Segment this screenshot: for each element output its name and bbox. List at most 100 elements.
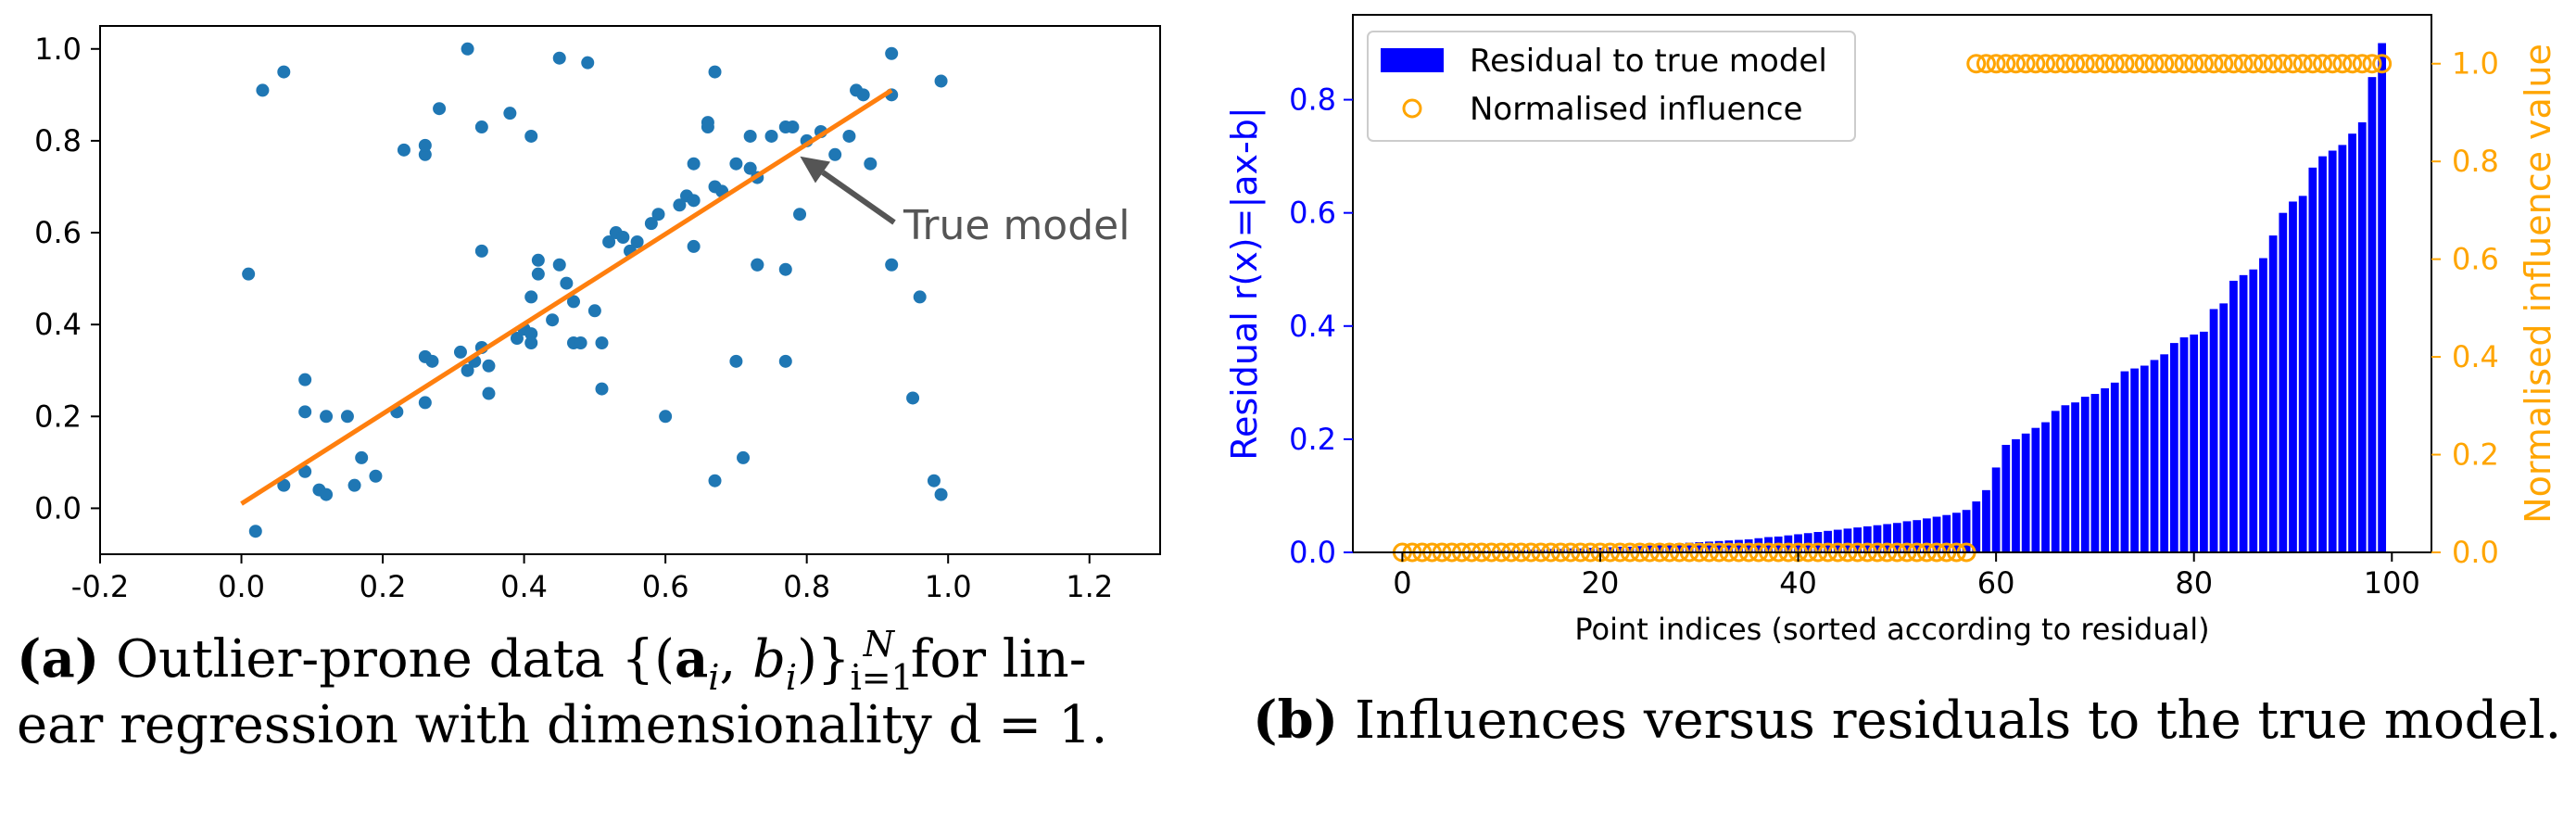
residual-bar (1824, 530, 1832, 552)
y-tick-label: 0.8 (34, 123, 82, 158)
x-tick-label: 0.6 (642, 569, 689, 604)
caption-a-math: {(ai, bi)}i=1N (621, 624, 914, 698)
legend-entry-residual: Residual to true model (1470, 43, 1827, 80)
x-tick-label: 0.0 (218, 569, 265, 604)
y2-tick-label: 0.4 (2452, 339, 2499, 374)
data-point (659, 410, 673, 424)
caption-a-line1: (a) Outlier-prone data {(ai, bi)}i=1N fo… (17, 624, 1107, 698)
y-tick-label: 0.6 (1289, 196, 1336, 231)
residual-bar (1695, 542, 1704, 552)
residual-bar (1833, 529, 1842, 552)
data-point (743, 129, 757, 143)
residual-bar (2229, 280, 2238, 552)
data-point (433, 102, 447, 116)
data-point (298, 464, 312, 478)
y2-tick-label: 0.6 (2452, 242, 2499, 277)
data-point (248, 525, 262, 538)
data-point (531, 253, 545, 267)
residual-bar (1843, 528, 1852, 552)
influence-marker (2015, 54, 2036, 74)
residual-bar (1585, 548, 1595, 552)
data-point (864, 157, 878, 171)
x-tick-label: 1.2 (1066, 569, 1113, 604)
y-tick-label: 0.0 (34, 490, 82, 525)
data-point (453, 345, 467, 359)
panel-a-plot-frame (99, 25, 1161, 555)
influence-marker (2134, 54, 2154, 74)
residual-bar (2348, 133, 2356, 553)
residual-bar (2200, 331, 2208, 552)
true-model-line (240, 88, 893, 506)
influence-marker (2223, 54, 2243, 74)
panel-a-scatter-chart: -0.2 0.0 0.2 0.4 0.6 0.8 1.0 1.2 0.00.20.40.60.… (34, 25, 1161, 604)
data-point (778, 354, 792, 368)
data-point (552, 258, 566, 272)
data-point (581, 56, 595, 70)
data-point (644, 217, 658, 231)
data-point (482, 386, 496, 400)
x-tick-label: 80 (2175, 565, 2213, 601)
data-point (687, 239, 701, 253)
residual-bar (2130, 368, 2140, 552)
influence-marker (2154, 54, 2175, 74)
residual-bar (1922, 518, 1931, 552)
residual-bar (2357, 122, 2367, 552)
x-tick-label: -0.2 (71, 569, 129, 604)
data-point (277, 65, 291, 79)
data-point (546, 313, 560, 327)
x-tick-label: 40 (1779, 565, 1817, 601)
panel-b-right-y-axis-label: Normalised influence value (2518, 44, 2558, 524)
residual-bar (2090, 394, 2100, 552)
residual-bar (2101, 387, 2109, 552)
data-point (906, 391, 920, 405)
residual-bar (1606, 547, 1615, 552)
annotation-arrow-shaft (821, 170, 896, 225)
data-point (524, 327, 538, 341)
residual-bar (1932, 516, 1941, 552)
influence-marker (2362, 54, 2382, 74)
y-tick-label: 0.2 (34, 399, 82, 434)
data-point (425, 354, 439, 368)
residual-bar (2012, 438, 2020, 552)
influence-marker (1986, 54, 2006, 74)
residual-bars (1408, 43, 2386, 553)
residual-bar (1496, 550, 1506, 552)
influence-marker (2203, 54, 2224, 74)
panel-b-left-y-ticks: 0.0 0.2 0.4 0.6 0.8 (1289, 82, 1353, 570)
panel-a-y-ticks: 0.0 0.2 0.4 0.6 0.8 1.0 (34, 32, 100, 525)
residual-bar (1735, 539, 1743, 552)
influence-marker (2055, 54, 2076, 74)
residual-bar (1536, 549, 1546, 552)
residual-bar (1655, 545, 1664, 552)
residual-bar (1596, 548, 1605, 552)
caption-b-text: Influences versus residuals to the true … (1354, 690, 2562, 751)
residual-bar (1566, 548, 1575, 552)
residual-bar (2249, 269, 2258, 552)
influence-marker (2144, 54, 2165, 74)
data-point (298, 405, 312, 419)
influence-marker (2214, 54, 2234, 74)
influence-marker (2352, 54, 2372, 74)
data-point (595, 382, 609, 396)
legend-bar-swatch (1381, 48, 1444, 72)
panel-b-right-y-ticks: 0.0 0.2 0.4 0.6 0.8 1.0 (2431, 46, 2499, 570)
influence-marker (2164, 54, 2184, 74)
data-point (256, 83, 270, 97)
data-point (778, 262, 792, 276)
y2-tick-label: 0.0 (2452, 535, 2499, 570)
residual-bar (2239, 274, 2248, 552)
influence-marker (2026, 54, 2046, 74)
data-point (560, 276, 574, 290)
influence-marker (1996, 54, 2016, 74)
data-point (828, 147, 842, 161)
residual-bar (1942, 514, 1951, 552)
data-point (708, 65, 722, 79)
x-tick-label: 100 (2364, 565, 2420, 601)
legend-influence-marker (1402, 98, 1422, 119)
caption-b: (b) Influences versus residuals to the t… (1253, 690, 2561, 752)
residual-bar (2061, 405, 2070, 552)
y-tick-label: 0.4 (34, 307, 82, 342)
y-tick-label: 0.8 (1289, 82, 1336, 118)
residual-bar (1526, 549, 1535, 552)
influence-marker (2313, 54, 2333, 74)
